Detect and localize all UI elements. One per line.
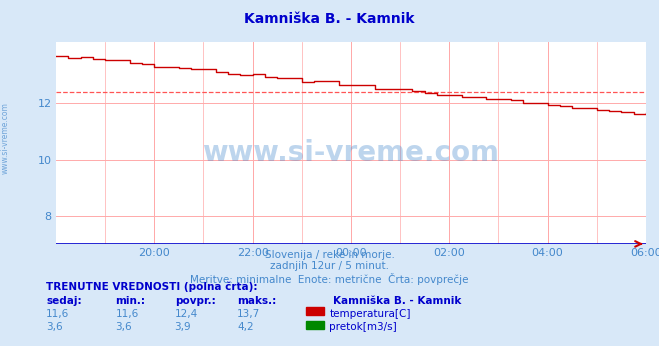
Text: 11,6: 11,6 <box>46 309 69 319</box>
Text: TRENUTNE VREDNOSTI (polna črta):: TRENUTNE VREDNOSTI (polna črta): <box>46 282 258 292</box>
Text: min.:: min.: <box>115 296 146 306</box>
Text: Meritve: minimalne  Enote: metrične  Črta: povprečje: Meritve: minimalne Enote: metrične Črta:… <box>190 273 469 285</box>
Text: 4,2: 4,2 <box>237 322 254 333</box>
Text: 3,9: 3,9 <box>175 322 191 333</box>
Text: 12,4: 12,4 <box>175 309 198 319</box>
Text: 3,6: 3,6 <box>115 322 132 333</box>
Text: zadnjih 12ur / 5 minut.: zadnjih 12ur / 5 minut. <box>270 261 389 271</box>
Text: 13,7: 13,7 <box>237 309 260 319</box>
Text: povpr.:: povpr.: <box>175 296 215 306</box>
Text: 3,6: 3,6 <box>46 322 63 333</box>
Text: temperatura[C]: temperatura[C] <box>330 309 411 319</box>
Text: 11,6: 11,6 <box>115 309 138 319</box>
Text: Slovenija / reke in morje.: Slovenija / reke in morje. <box>264 250 395 260</box>
Text: sedaj:: sedaj: <box>46 296 82 306</box>
Text: www.si-vreme.com: www.si-vreme.com <box>202 139 500 167</box>
Text: Kamniška B. - Kamnik: Kamniška B. - Kamnik <box>244 12 415 26</box>
Text: pretok[m3/s]: pretok[m3/s] <box>330 322 397 333</box>
Text: www.si-vreme.com: www.si-vreme.com <box>1 102 10 174</box>
Text: Kamniška B. - Kamnik: Kamniška B. - Kamnik <box>333 296 461 306</box>
Text: maks.:: maks.: <box>237 296 277 306</box>
